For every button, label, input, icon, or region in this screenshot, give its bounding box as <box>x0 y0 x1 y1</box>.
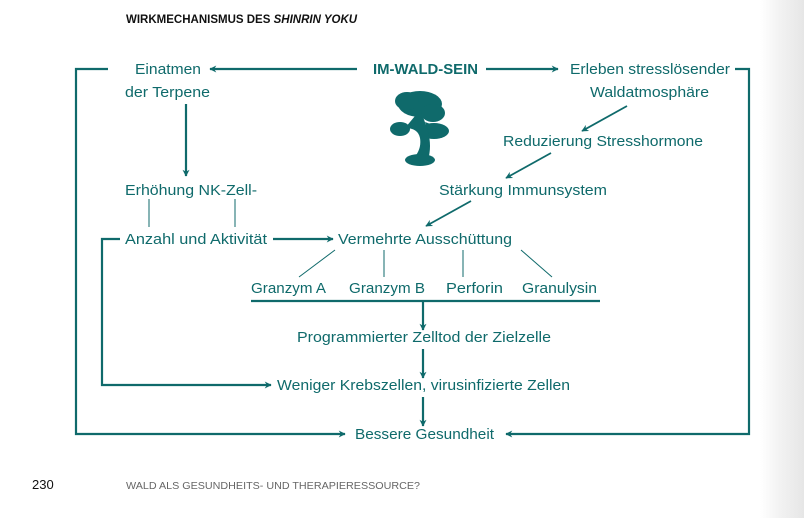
connectors <box>74 65 751 438</box>
node-waldatmosphaere: Waldatmosphäre <box>590 85 709 101</box>
branch-granulysin <box>520 249 553 278</box>
node-granzym-b: Granzym B <box>349 281 425 297</box>
arrow-to-reduzierung <box>581 105 628 132</box>
inner-left-loop <box>100 237 272 389</box>
arrow-to-vermehrte <box>425 200 472 227</box>
node-terpene: der Terpene <box>125 85 210 101</box>
arrow-to-staerkung <box>505 152 552 179</box>
bonsai-tree-icon <box>390 91 449 166</box>
node-weniger-krebszellen: Weniger Krebszellen, virusinfizierte Zel… <box>277 378 570 394</box>
node-granzym-a: Granzym A <box>251 281 326 297</box>
node-erhoehung: Erhöhung NK-Zell- <box>125 183 257 199</box>
node-granulysin: Granulysin <box>522 281 597 297</box>
node-perforin: Perforin <box>446 281 503 297</box>
node-bessere-gesundheit: Bessere Gesundheit <box>355 427 494 443</box>
node-zelltod: Programmierter Zelltod der Zielzelle <box>297 330 551 346</box>
branch-granzym-a <box>298 249 336 278</box>
outer-right-loop <box>505 67 751 438</box>
figure-title: WIRKMECHANISMUS DES SHINRIN YOKU <box>126 14 358 26</box>
node-einatmen: Einatmen <box>135 62 201 78</box>
running-title: WALD ALS GESUNDHEITS- UND THERAPIERESSOU… <box>126 481 420 492</box>
node-anzahl: Anzahl und Aktivität <box>125 232 267 248</box>
page-number: 230 <box>32 477 54 492</box>
node-erleben: Erleben stresslösender <box>570 62 730 78</box>
node-vermehrte-ausschuettung: Vermehrte Ausschüttung <box>338 232 512 248</box>
node-reduzierung: Reduzierung Stresshormone <box>503 134 703 150</box>
outer-left-loop <box>74 67 346 438</box>
node-im-wald-sein: IM-WALD-SEIN <box>373 62 478 78</box>
node-staerkung: Stärkung Immunsystem <box>439 183 607 199</box>
